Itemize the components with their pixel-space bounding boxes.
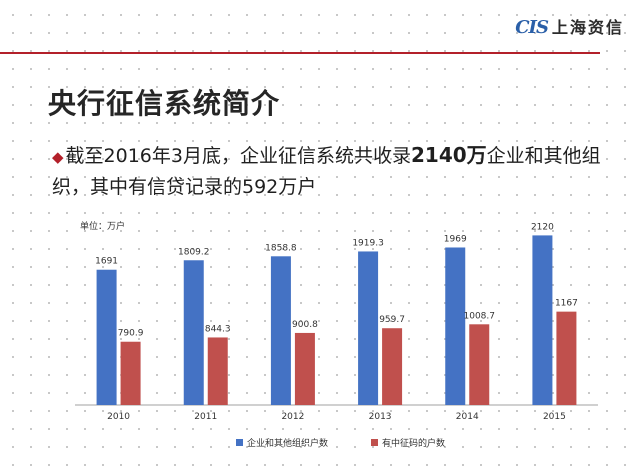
data-label: 900.8 bbox=[292, 320, 318, 330]
data-label: 790.9 bbox=[118, 329, 144, 339]
bullet-paragraph: ◆ 截至2016年3月底，企业征信系统共收录2140万企业和其他组织，其中有信贷记… bbox=[52, 140, 612, 202]
x-tick-label: 2014 bbox=[456, 412, 479, 422]
data-label: 1919.3 bbox=[352, 238, 384, 248]
legend-label: 有中征码的户数 bbox=[382, 437, 445, 449]
bar-zzm-2014 bbox=[469, 324, 490, 405]
cis-logo: CIS 上海资信 bbox=[515, 14, 624, 38]
data-label: 2120 bbox=[531, 222, 554, 232]
slide-header: CIS 上海资信 bbox=[0, 0, 638, 62]
legend-label: 企业和其他组织户数 bbox=[247, 437, 328, 449]
data-label: 1969 bbox=[444, 234, 467, 244]
bar-zzm-2010 bbox=[120, 341, 141, 405]
bar-orgs-2010 bbox=[96, 269, 117, 405]
logo-mark: CIS bbox=[515, 17, 549, 38]
diamond-bullet-icon: ◆ bbox=[52, 148, 64, 166]
data-label: 1858.8 bbox=[265, 243, 297, 253]
data-label: 844.3 bbox=[205, 324, 231, 334]
bullet-text-part2: 企业和其他组织，其中有信贷记录的592万户 bbox=[52, 145, 601, 198]
x-tick-label: 2015 bbox=[543, 412, 566, 422]
data-label: 1809.2 bbox=[178, 247, 210, 257]
bar-zzm-2011 bbox=[207, 337, 228, 405]
bar-orgs-2012 bbox=[270, 256, 291, 405]
bar-orgs-2014 bbox=[445, 247, 466, 405]
bullet-text-part1: 截至2016年3月底，企业征信系统共收录 bbox=[65, 145, 411, 167]
x-tick-label: 2011 bbox=[194, 412, 217, 422]
x-tick-label: 2010 bbox=[107, 412, 130, 422]
x-tick-label: 2012 bbox=[281, 412, 304, 422]
bar-orgs-2015 bbox=[532, 235, 553, 405]
data-label: 1691 bbox=[95, 257, 118, 267]
data-label: 959.7 bbox=[379, 315, 405, 325]
data-label: 1167 bbox=[555, 299, 578, 309]
bar-orgs-2011 bbox=[183, 260, 204, 405]
bar-zzm-2013 bbox=[382, 328, 403, 405]
x-tick-label: 2013 bbox=[369, 412, 392, 422]
bar-zzm-2012 bbox=[294, 332, 315, 405]
data-label: 1008.7 bbox=[464, 311, 496, 321]
slide-title: 央行征信系统简介 bbox=[48, 87, 281, 120]
legend-swatch bbox=[236, 439, 243, 446]
logo-text: 上海资信 bbox=[551, 18, 624, 37]
bar-zzm-2015 bbox=[556, 311, 577, 405]
legend-swatch bbox=[371, 439, 378, 446]
unit-label: 单位：万户 bbox=[80, 220, 125, 232]
bar-orgs-2013 bbox=[358, 251, 379, 405]
bullet-text-bold: 2140万 bbox=[411, 143, 487, 167]
header-divider bbox=[0, 52, 600, 54]
